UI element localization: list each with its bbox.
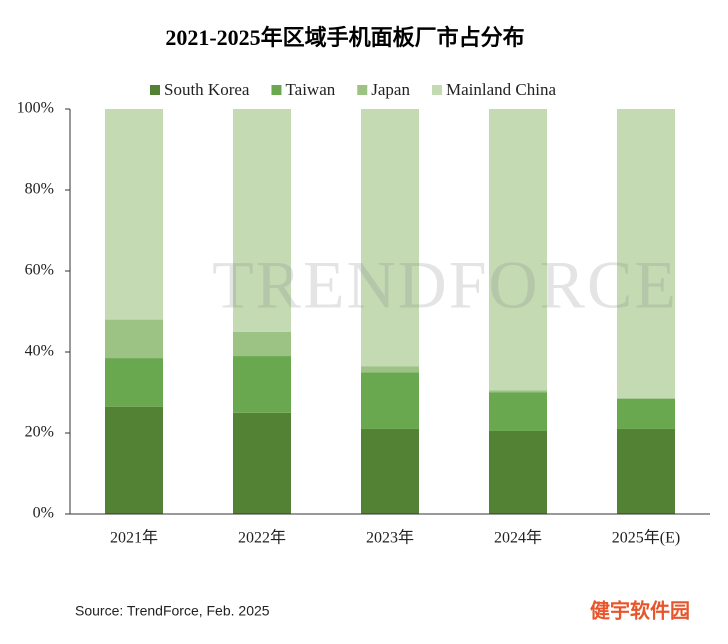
legend-label: South Korea (164, 80, 250, 99)
bar-segment (617, 428, 675, 514)
x-tick-label: 2023年 (366, 529, 414, 547)
bar-segment (233, 109, 291, 332)
source-note: Source: TrendForce, Feb. 2025 (75, 603, 270, 619)
y-tick-label: 80% (25, 181, 54, 198)
x-tick-label: 2025年(E) (612, 529, 680, 547)
legend-label: Mainland China (446, 80, 556, 99)
y-tick-label: 20% (25, 424, 54, 441)
chart-title: 2021-2025年区域手机面板厂市占分布 (165, 25, 524, 50)
bar-segment (489, 390, 547, 393)
legend-label: Japan (371, 80, 410, 99)
bar-segment (617, 109, 675, 399)
watermark: TRENDFORCE (212, 247, 678, 323)
bar-segment (489, 392, 547, 431)
bar-segment (361, 428, 419, 514)
legend-label: Taiwan (285, 80, 335, 99)
bar-segment (105, 358, 163, 407)
bar-segment (105, 406, 163, 514)
bar-segment (105, 109, 163, 320)
bar-segment (361, 372, 419, 429)
y-tick-label: 0% (33, 505, 54, 522)
bar-segment (233, 356, 291, 413)
plot-area: 0% 20% 40% 60% 80% 100% South Korea Taiwan Japan… (17, 80, 710, 547)
x-tick-label: 2024年 (494, 529, 542, 547)
bar-segment (361, 366, 419, 373)
bar-segment (233, 331, 291, 357)
y-tick-label: 40% (25, 343, 54, 360)
y-tick-label: 100% (17, 100, 54, 117)
bar-segment (361, 109, 419, 367)
y-tick-label: 60% (25, 262, 54, 279)
x-tick-label: 2021年 (110, 529, 158, 547)
x-tick-label: 2022年 (238, 529, 286, 547)
legend-swatch (431, 85, 442, 95)
bar-segment (489, 430, 547, 514)
legend-swatch (271, 85, 282, 95)
brand-logo: 健宇软件园 (590, 599, 690, 623)
bar-segment (105, 319, 163, 359)
bar-segment (489, 109, 547, 391)
bar-segment (233, 412, 291, 514)
legend-swatch (150, 85, 160, 95)
bar-segment (617, 398, 675, 429)
legend-swatch (357, 85, 368, 95)
